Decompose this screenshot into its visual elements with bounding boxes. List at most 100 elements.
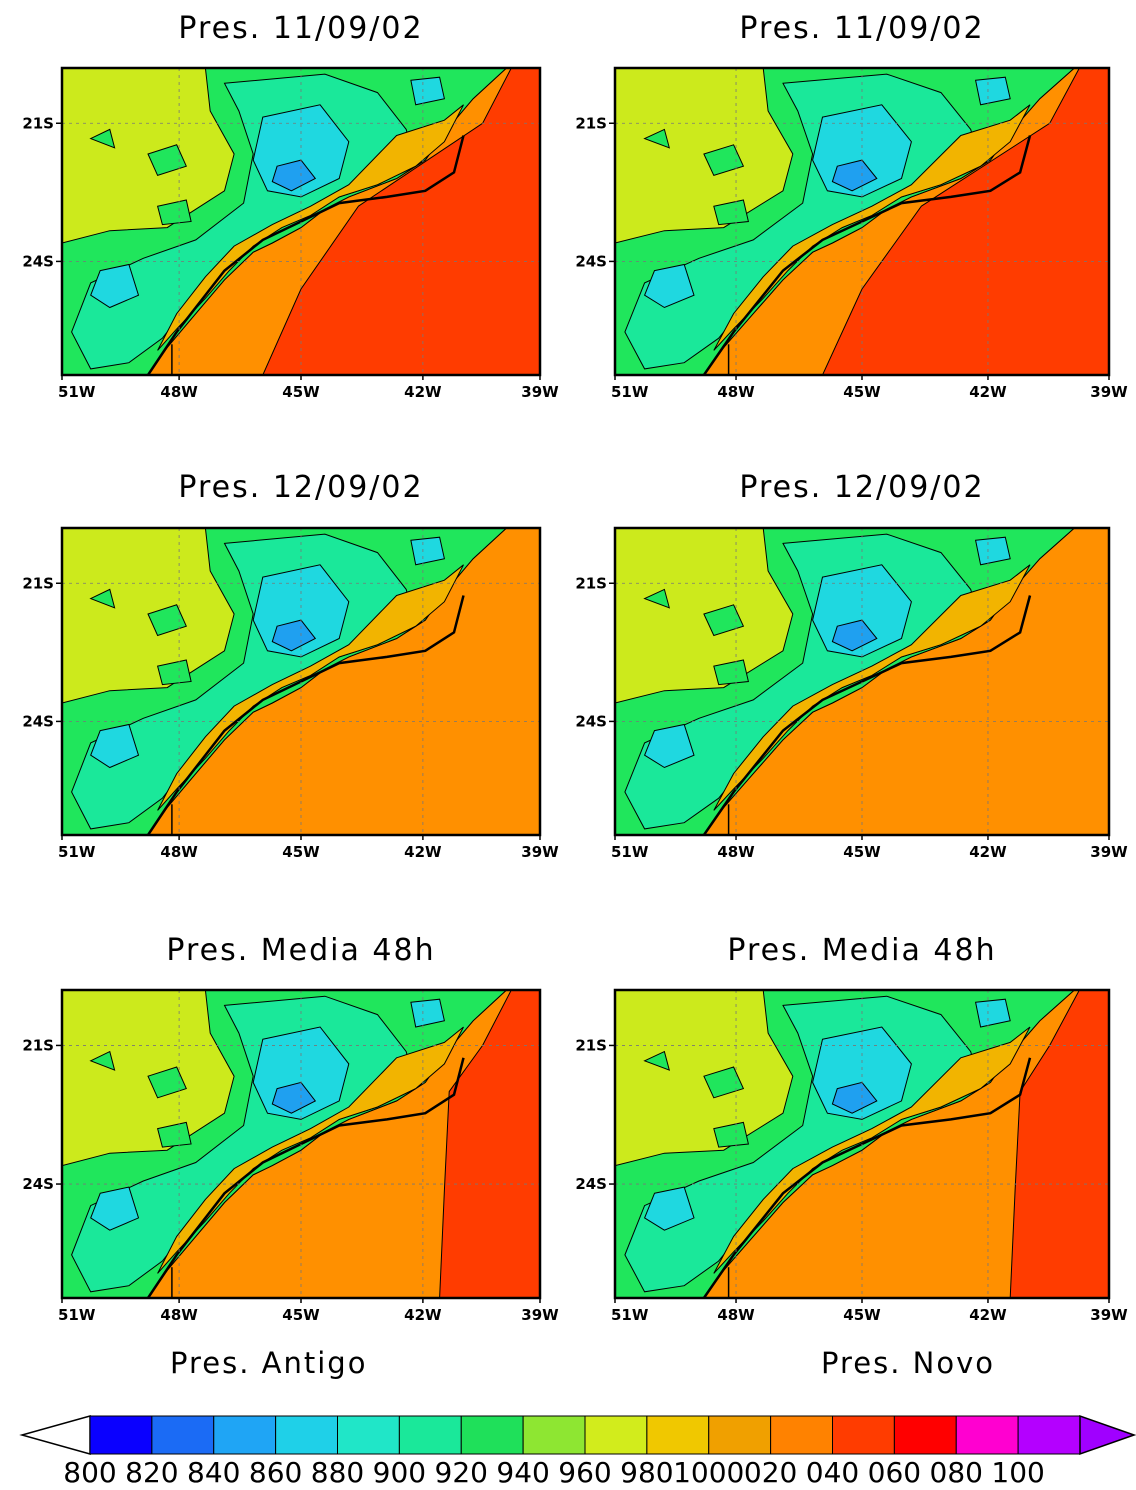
x-tick-label: 51W <box>58 843 96 861</box>
contour-island <box>147 144 187 177</box>
coastal-band <box>157 564 464 811</box>
contour-island <box>703 1066 745 1099</box>
y-tick-label: 24S <box>22 712 54 730</box>
coastal-band <box>713 564 1031 811</box>
land-cyan <box>974 76 1011 106</box>
pressure-field <box>62 528 540 835</box>
colorbar-label: 080 <box>930 1456 983 1489</box>
map-panel-5: Pres. Media 48h 21S 24S 51W 48W 45W 42W 39W <box>22 933 559 1324</box>
land-cyan <box>90 723 140 769</box>
domain-boundary <box>146 135 465 375</box>
map-panel-4: Pres. 12/09/02 21S 24S 51W 48W 45W 42W 39W <box>575 470 1128 861</box>
contour-island <box>703 144 745 177</box>
land-cyan <box>410 998 445 1028</box>
coastal-band <box>157 1026 464 1274</box>
pressure-field <box>62 68 540 375</box>
x-tick-label: 51W <box>58 383 96 401</box>
land-blue <box>271 619 317 652</box>
map-panel-6: Pres. Media 48h 21S 24S 51W 48W 45W 42W 39W <box>575 933 1128 1324</box>
x-tick-label: 51W <box>611 843 649 861</box>
coastal-band <box>157 104 464 351</box>
x-tick-label: 39W <box>521 1306 559 1324</box>
land-blue <box>271 1081 317 1114</box>
land-cyan <box>90 263 140 309</box>
y-tick-label: 21S <box>22 1036 54 1054</box>
domain-boundary <box>702 1057 1032 1298</box>
land-blue <box>831 159 878 192</box>
x-tick-label: 45W <box>843 383 881 401</box>
colorbar-label: 980 <box>620 1456 673 1489</box>
y-tick-label: 24S <box>575 252 607 270</box>
x-tick-label: 48W <box>160 843 198 861</box>
contour-island <box>156 199 192 226</box>
column-label-antigo: Pres. Antigo <box>170 1346 367 1380</box>
contour-island <box>89 1050 116 1071</box>
colorbar-label: 860 <box>249 1456 302 1489</box>
map-panel-1: Pres. 11/09/02 21S 24S 51W 48W 45W 42W 39W <box>22 11 559 401</box>
map-panel-2: Pres. 11/09/02 21S 24S 51W 48W 45W 42W 39W <box>575 11 1128 401</box>
x-tick-label: 45W <box>282 383 320 401</box>
y-tick-label: 21S <box>575 114 607 132</box>
panel-title: Pres. 12/09/02 <box>178 470 423 505</box>
y-tick-label: 21S <box>575 1036 607 1054</box>
x-tick-label: 39W <box>521 383 559 401</box>
colorbar-swatch <box>460 1415 524 1455</box>
colorbar: 800 820 840 860 880 900 920 940 960 980 1000 020 040… <box>19 1414 1136 1489</box>
coastal-band <box>713 104 1031 351</box>
x-tick-label: 39W <box>1090 1306 1128 1324</box>
coastal-band <box>713 1026 1031 1274</box>
colorbar-label: 900 <box>373 1456 426 1489</box>
colorbar-swatch <box>893 1415 957 1455</box>
y-tick-label: 21S <box>22 574 54 592</box>
y-tick-label: 24S <box>22 1175 54 1193</box>
domain-boundary <box>702 135 1032 375</box>
panel-title: Pres. Media 48h <box>166 933 435 968</box>
domain-boundary <box>702 595 1032 835</box>
column-label-novo: Pres. Novo <box>821 1346 995 1380</box>
high-pressure-region <box>262 68 540 375</box>
land-cyan <box>975 998 1011 1028</box>
contour-island <box>89 128 116 149</box>
colorbar-swatch <box>398 1415 462 1455</box>
x-tick-label: 39W <box>1090 843 1128 861</box>
colorbar-swatch <box>955 1415 1019 1455</box>
x-tick-label: 45W <box>282 1306 320 1324</box>
land-cyan <box>974 536 1011 566</box>
land-blue <box>831 1081 878 1114</box>
panel-title: Pres. Media 48h <box>727 933 996 968</box>
pressure-field <box>615 68 1109 375</box>
y-tick-label: 24S <box>575 1175 607 1193</box>
panel-title: Pres. 12/09/02 <box>739 470 984 505</box>
contour-island <box>147 604 187 637</box>
colorbar-label: 100 <box>991 1456 1044 1489</box>
colorbar-swatch <box>337 1415 400 1455</box>
x-tick-label: 48W <box>160 383 198 401</box>
land-blue <box>271 159 317 192</box>
contour-island <box>89 588 116 609</box>
colorbar-swatch <box>770 1415 833 1455</box>
contour-island <box>713 199 750 226</box>
land-cyan <box>643 1186 695 1231</box>
contour-island <box>643 1050 671 1071</box>
x-tick-label: 48W <box>717 1306 755 1324</box>
panel-title: Pres. 11/09/02 <box>178 11 423 46</box>
colorbar-label: 1000 <box>673 1456 744 1489</box>
contour-island <box>643 128 671 149</box>
contour-island <box>643 588 671 609</box>
x-tick-label: 45W <box>282 843 320 861</box>
x-tick-label: 48W <box>717 843 755 861</box>
x-tick-label: 42W <box>404 1306 442 1324</box>
contour-island <box>713 659 750 686</box>
land-cyan <box>410 536 445 566</box>
high-pressure-region <box>439 990 540 1298</box>
land-cyan <box>410 76 445 106</box>
colorbar-swatch <box>89 1415 153 1455</box>
x-tick-label: 39W <box>1090 383 1128 401</box>
colorbar-label: 020 <box>744 1456 797 1489</box>
x-tick-label: 51W <box>611 383 649 401</box>
x-tick-label: 51W <box>611 1306 649 1324</box>
contour-island <box>156 659 192 686</box>
colorbar-swatch <box>275 1415 338 1455</box>
colorbar-swatch <box>832 1415 895 1455</box>
